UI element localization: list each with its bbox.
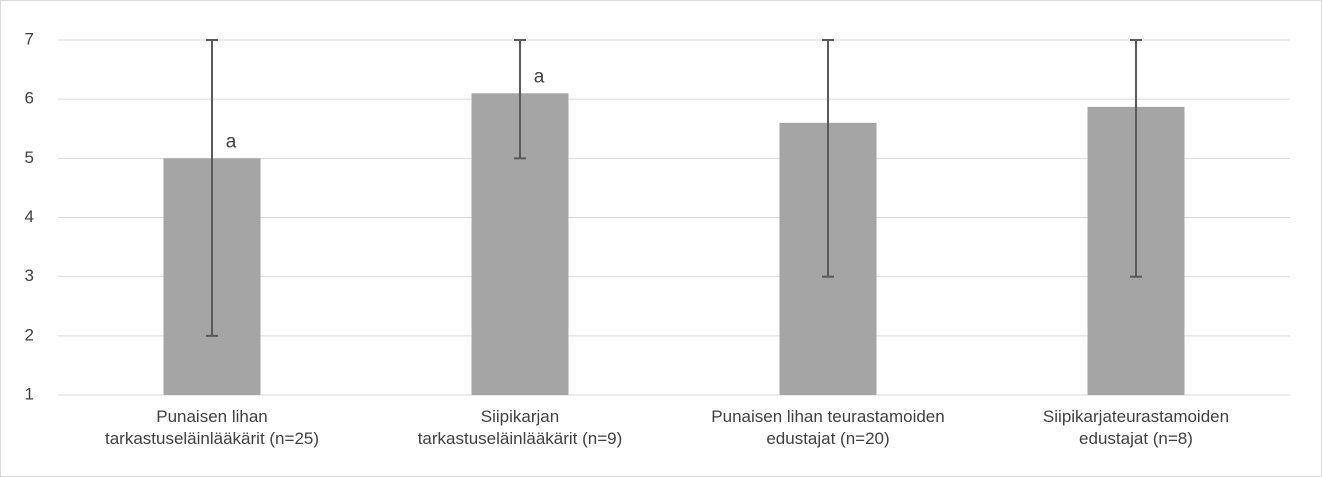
error-bar [206, 39, 218, 337]
error-bar [1130, 39, 1142, 278]
y-tick-label: 2 [25, 325, 34, 344]
y-tick-label: 3 [25, 266, 34, 285]
x-tick-label: Siipikarjateurastamoiden edustajat (n=8) [1043, 407, 1229, 448]
x-tick-label: Siipikarjan tarkastuseläinlääkärit (n=9) [418, 407, 623, 448]
x-tick-label: Punaisen lihan tarkastuseläinlääkärit (n=… [105, 407, 319, 448]
y-tick-label: 6 [25, 89, 34, 108]
y-tick-label: 1 [25, 384, 34, 403]
y-tick-label: 5 [25, 148, 34, 167]
annotation: a [226, 131, 237, 152]
annotation: a [534, 66, 545, 87]
y-tick-label: 4 [25, 207, 34, 226]
x-tick-label: Punaisen lihan teurastamoiden edustajat (… [711, 407, 944, 448]
error-bar [514, 39, 526, 160]
y-tick-label: 7 [25, 29, 34, 48]
error-bar [822, 39, 834, 278]
